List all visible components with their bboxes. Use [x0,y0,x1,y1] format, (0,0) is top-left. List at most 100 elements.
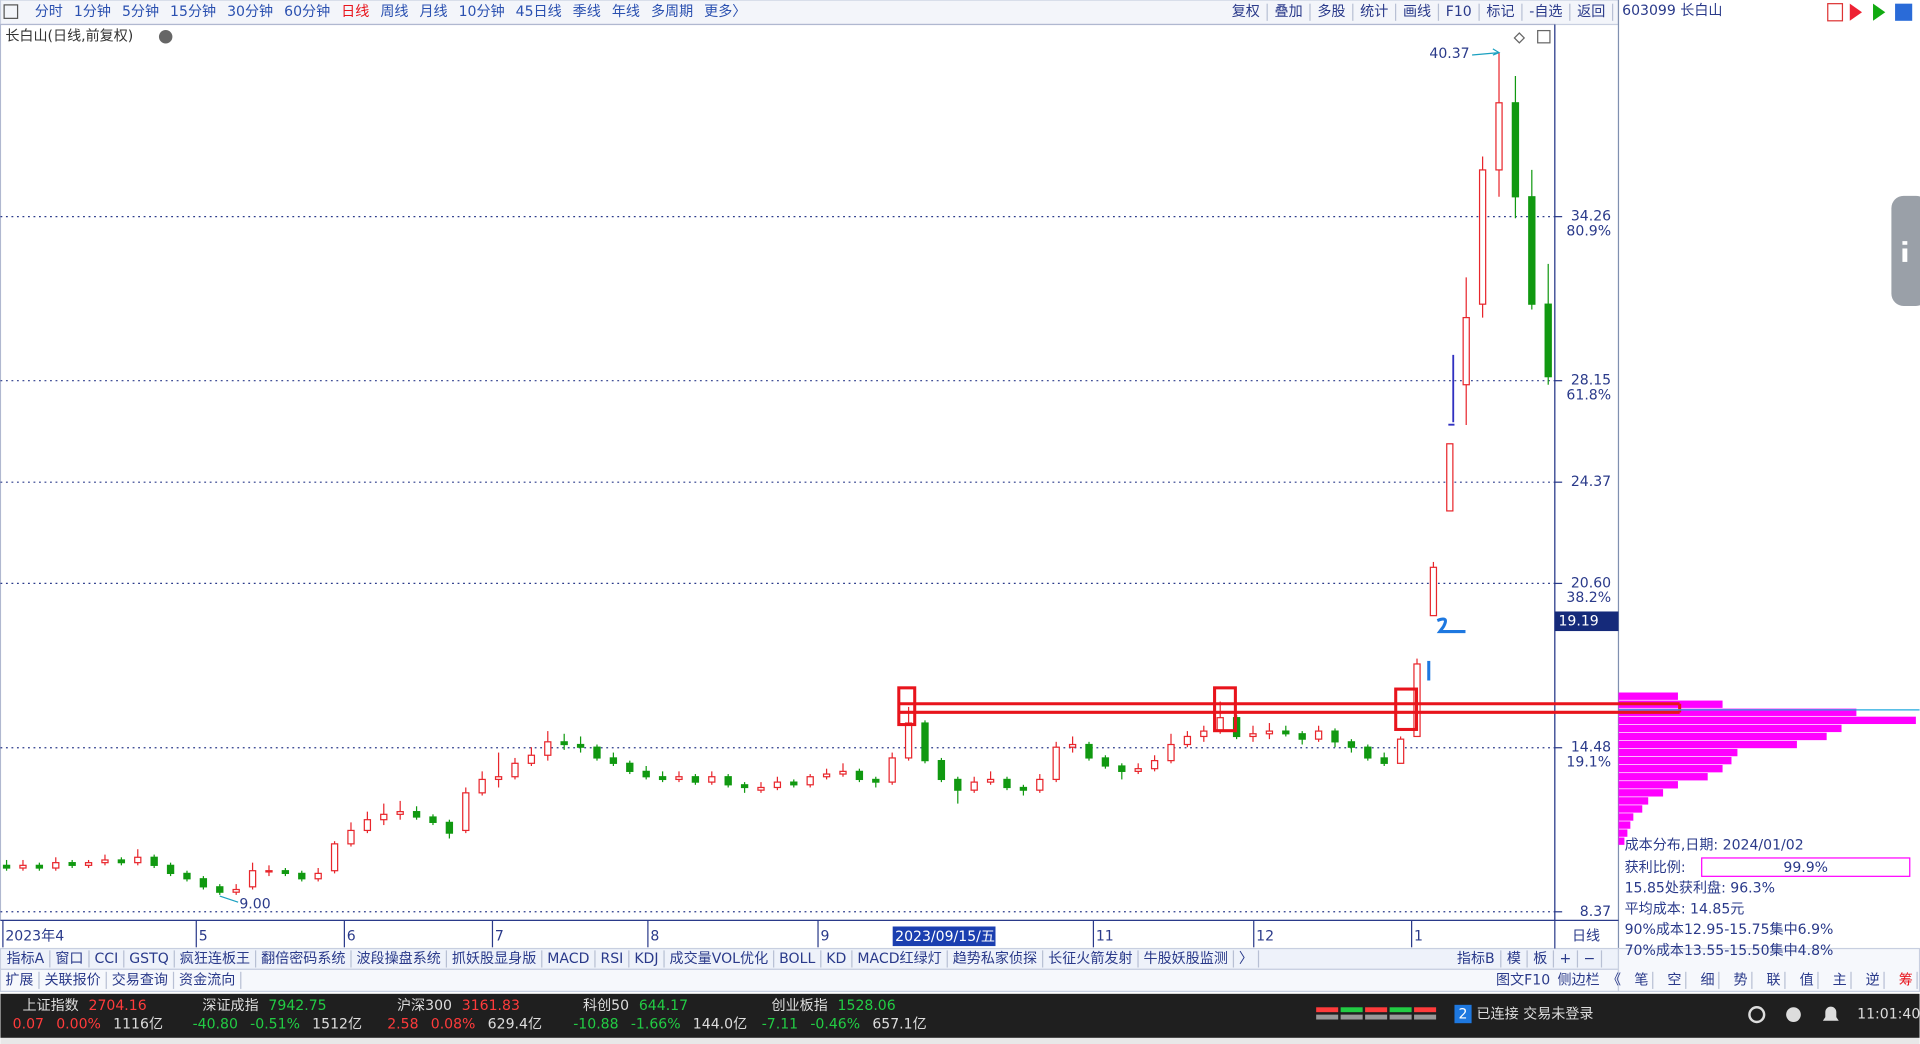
tray-icon[interactable] [1786,1007,1801,1022]
index-name[interactable]: 深证成指 [202,998,258,1014]
period-tab[interactable]: 60分钟 [284,3,330,20]
extra-tab[interactable]: 扩展 [5,972,33,988]
period-tab[interactable]: 季线 [573,4,601,20]
extra-tab[interactable]: 资金流向 [179,972,235,988]
tool-tab[interactable]: 复权 [1232,3,1260,20]
tool-tab[interactable]: F10 [1446,4,1472,20]
low-label: 9.00 [239,897,270,913]
side-button[interactable]: 细 [1700,972,1714,988]
candle-body [166,864,175,875]
diamond-icon[interactable] [1513,32,1526,44]
indicator-tab[interactable]: 板 [1533,951,1547,967]
right-tab[interactable]: 《 [1607,972,1621,988]
indicator-tab[interactable]: 趋势私家侦探 [953,950,1037,967]
indicator-tab[interactable]: 指标A [7,951,45,967]
tool-tab[interactable]: -自选 [1529,4,1562,20]
candle-body [1003,778,1011,789]
side-button[interactable]: 筹 [1899,971,1913,988]
period-tab[interactable]: 10分钟 [459,3,505,20]
period-tab[interactable]: 45日线 [516,4,562,20]
candle-body [1036,778,1044,791]
period-tab[interactable]: 年线 [612,4,640,20]
index-name[interactable]: 上证指数 [22,998,78,1014]
period-tab[interactable]: 日线 [341,4,369,20]
indicator-tab[interactable]: 长征火箭发射 [1048,950,1132,967]
extra-tab[interactable]: 交易查询 [112,971,168,988]
tool-tab[interactable]: 多股 [1317,3,1345,20]
side-button[interactable]: 势 [1734,972,1748,988]
icon[interactable] [1827,3,1844,22]
side-button[interactable]: 值 [1800,972,1814,988]
period-tab[interactable]: 30分钟 [227,3,273,20]
indicator-tab[interactable]: 疯狂连板王 [180,951,250,967]
side-button[interactable]: 空 [1667,972,1681,988]
indicator-tab[interactable]: BOLL [779,951,815,967]
candle-body [921,722,929,762]
indicator-tab[interactable]: 抓妖股显身版 [452,951,536,967]
tool-tab[interactable]: 返回 [1577,4,1605,20]
indicator-tab[interactable]: 波段操盘系统 [357,950,441,967]
indicator-tab[interactable]: MACD [547,951,589,967]
indicator-tab[interactable]: 窗口 [55,950,83,967]
icon[interactable] [1895,3,1913,21]
right-tab[interactable]: 侧边栏 [1558,972,1600,988]
index-name[interactable]: 沪深300 [397,998,452,1014]
tool-tab[interactable]: 统计 [1360,4,1388,20]
icon[interactable] [1873,3,1886,21]
cost-bar [1618,716,1916,725]
period-tab[interactable]: 多周期 [651,3,693,20]
period-tab[interactable]: 15分钟 [170,3,216,20]
candle-body [822,773,831,778]
title-menu-icon[interactable] [158,29,173,44]
period-tab[interactable]: 5分钟 [122,3,159,20]
period-tab[interactable]: 更多〉 [704,3,746,20]
index-amount: 144.0亿 [693,1016,747,1032]
indicator-tab[interactable]: GSTQ [129,951,168,967]
right-tab[interactable]: 图文F10 [1496,972,1550,988]
indicator-tab[interactable]: 模 [1507,951,1521,967]
index-name[interactable]: 科创50 [583,998,629,1014]
badge-bg [1454,1004,1472,1024]
extra-tab[interactable]: 关联报价 [44,972,100,988]
candle-body [1364,746,1372,759]
period-tab[interactable]: 分时 [35,4,63,20]
candle-body [52,862,60,869]
icon[interactable] [1849,3,1863,21]
menu-icon[interactable] [3,4,19,19]
tool-tab[interactable]: 标记 [1486,4,1514,20]
side-button[interactable]: 主 [1833,972,1847,988]
period-tab[interactable]: 月线 [419,4,447,20]
indicator-tab[interactable]: KD [826,951,846,967]
tray-icon[interactable] [1748,1006,1766,1024]
candle-body [363,819,372,832]
side-button[interactable]: 笔 [1634,972,1648,988]
indicator-tab[interactable]: 成交量VOL优化 [670,950,769,967]
high-arrow [1472,48,1501,56]
tool-tab[interactable]: 叠加 [1275,4,1303,20]
side-button[interactable]: 联 [1767,972,1781,988]
signal-bar [1316,1014,1339,1020]
window-icon[interactable] [1537,29,1551,44]
indicator-tab[interactable]: − [1584,951,1596,967]
indicator-tab[interactable]: CCI [94,951,118,967]
cost-bar [1618,765,1723,773]
indicator-tab[interactable]: + [1560,951,1572,967]
index-price: 3161.83 [462,998,520,1014]
user-drawings [897,354,1920,733]
indicator-tab[interactable]: RSI [600,951,623,967]
index-amount: 1116亿 [113,1016,163,1032]
period-tab[interactable]: 1分钟 [74,3,111,20]
tool-tab[interactable]: 画线 [1403,4,1431,20]
period-tab[interactable]: 周线 [380,4,408,20]
indicator-tab[interactable]: 牛股妖股监测 [1144,951,1228,967]
side-button[interactable]: 逆 [1866,972,1880,988]
indicator-tab[interactable]: 〉 [1239,951,1253,967]
indicator-tab[interactable]: 指标B [1457,951,1495,967]
indicator-tab[interactable]: MACD红绿灯 [857,951,941,967]
indicator-tab[interactable]: 翻倍密码系统 [261,950,345,967]
candle-body [1150,760,1159,770]
tray-icon[interactable] [1822,1006,1839,1021]
index-name[interactable]: 创业板指 [772,998,828,1014]
indicator-tab[interactable]: KDJ [634,951,658,967]
candle-body [970,781,978,791]
